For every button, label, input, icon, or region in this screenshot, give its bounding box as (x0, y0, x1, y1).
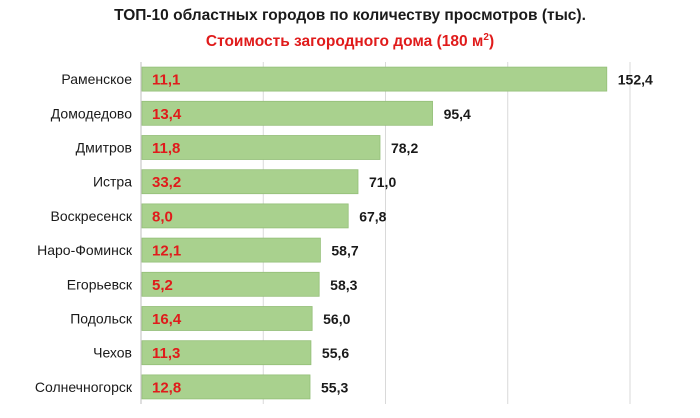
bar (141, 169, 359, 195)
bar (141, 374, 311, 400)
bar (141, 135, 381, 160)
category-label: Подольск (70, 311, 133, 327)
chart-subtitle-superscript: 2 (483, 32, 489, 43)
data-label: 95,4 (444, 106, 471, 122)
inner-label: 8,0 (152, 208, 173, 225)
inner-label: 11,8 (152, 140, 180, 157)
bar (141, 306, 313, 331)
category-label: Истра (93, 174, 132, 190)
category-label: Егорьевск (67, 276, 133, 292)
bar (141, 100, 433, 126)
inner-label: 12,1 (152, 243, 181, 260)
data-label: 152,4 (618, 72, 653, 88)
category-label: Наро-Фоминск (37, 242, 133, 258)
data-label: 55,6 (322, 345, 349, 361)
bar (141, 340, 312, 366)
category-label: Солнечногорск (35, 379, 133, 395)
chart-subtitle-text: Стоимость загородного дома (180 м (205, 33, 484, 51)
inner-label: 11,3 (152, 345, 180, 362)
inner-label: 12,8 (152, 379, 181, 396)
category-label: Раменское (61, 71, 132, 87)
inner-label: 33,2 (152, 174, 181, 191)
chart-title: ТОП-10 областных городов по количеству п… (114, 7, 586, 24)
inner-label: 11,1 (152, 72, 180, 89)
bar (141, 237, 321, 263)
chart-subtitle: Стоимость загородного дома (180 м2) (0, 32, 700, 51)
chart-subtitle-suffix: ) (488, 33, 495, 51)
inner-label: 5,2 (152, 277, 173, 294)
data-label: 58,7 (331, 243, 358, 259)
data-label: 78,2 (391, 140, 418, 156)
category-label: Чехов (93, 345, 132, 361)
data-label: 56,0 (323, 311, 350, 327)
data-label: 55,3 (321, 379, 348, 395)
category-label: Домодедово (51, 105, 132, 121)
bar (141, 203, 349, 229)
bar (141, 271, 320, 297)
data-label: 67,8 (359, 208, 386, 224)
data-label: 58,3 (330, 277, 357, 293)
category-label: Дмитров (76, 140, 132, 156)
inner-label: 13,4 (152, 106, 182, 123)
bar (141, 66, 608, 92)
category-label: Воскресенск (51, 208, 133, 224)
inner-label: 16,4 (152, 311, 182, 328)
data-label: 71,0 (369, 174, 396, 190)
